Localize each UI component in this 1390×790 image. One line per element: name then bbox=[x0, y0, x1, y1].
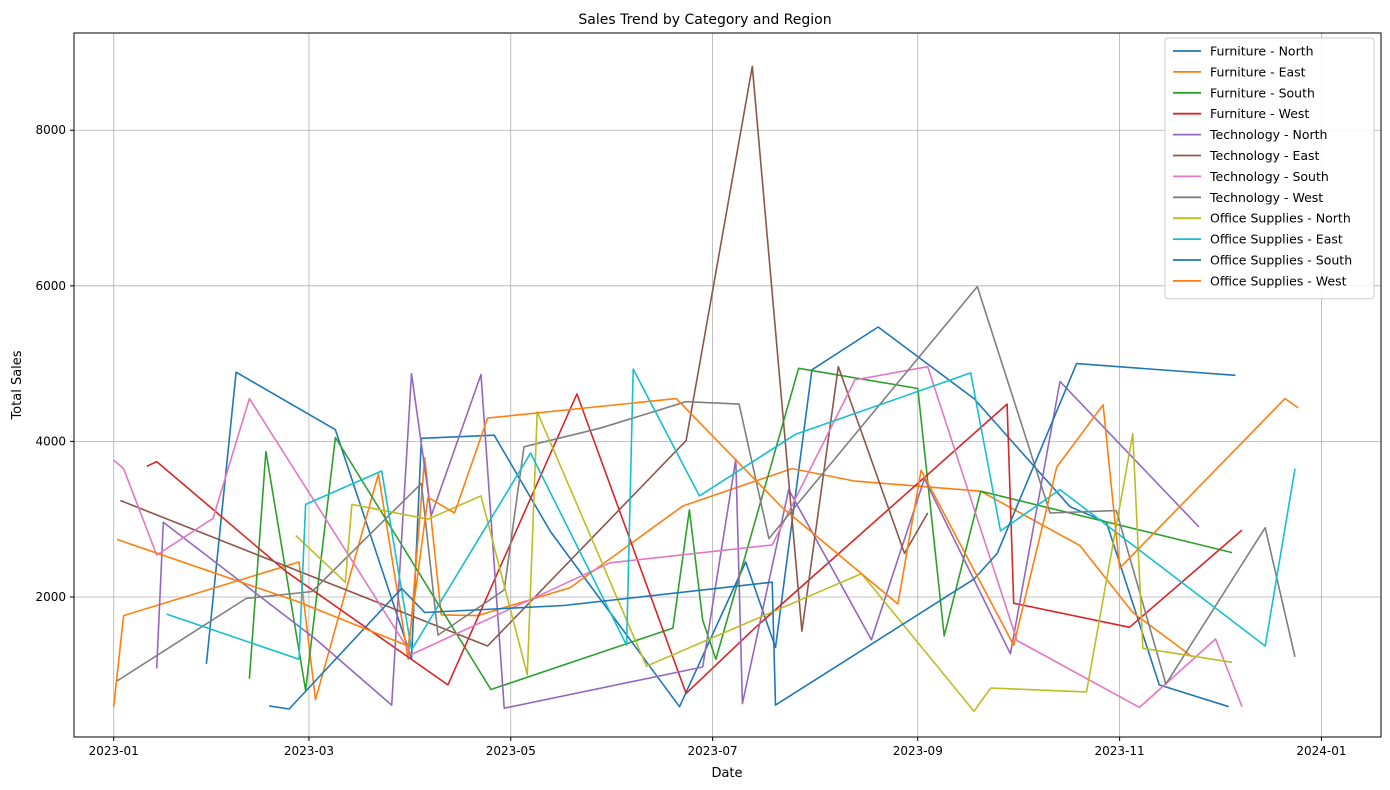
legend-label: Office Supplies - South bbox=[1210, 253, 1352, 268]
series-line-3 bbox=[146, 393, 1243, 695]
series-line-1 bbox=[112, 456, 1193, 707]
legend-label: Office Supplies - West bbox=[1210, 273, 1347, 288]
series-line-2 bbox=[248, 367, 1233, 692]
series-line-4 bbox=[155, 372, 1200, 710]
series-line-6 bbox=[113, 365, 1243, 709]
y-tick-label: 4000 bbox=[35, 434, 66, 448]
legend-label: Technology - North bbox=[1209, 127, 1327, 142]
x-axis-ticks: 2023-01 2023-03 2023-05 2023-07 2023-09 2023-… bbox=[89, 737, 1347, 758]
x-tick-label: 2023-07 bbox=[688, 744, 738, 758]
legend-label: Furniture - East bbox=[1210, 64, 1306, 79]
series-line-11 bbox=[116, 397, 1299, 647]
legend-box bbox=[1164, 37, 1375, 300]
x-tick-label: 2023-01 bbox=[89, 744, 139, 758]
legend-label: Office Supplies - North bbox=[1210, 211, 1351, 226]
legend-label: Furniture - South bbox=[1210, 85, 1315, 100]
x-tick-label: 2023-09 bbox=[893, 744, 943, 758]
x-axis-label: Date bbox=[711, 766, 742, 781]
y-axis-ticks: 2000 4000 6000 8000 bbox=[35, 123, 74, 604]
series-line-8 bbox=[295, 410, 1233, 713]
x-tick-label: 2023-03 bbox=[284, 744, 334, 758]
y-tick-label: 6000 bbox=[35, 279, 66, 293]
x-tick-label: 2023-11 bbox=[1095, 744, 1145, 758]
plot-frame bbox=[73, 32, 1382, 738]
x-tick-label: 2023-05 bbox=[486, 744, 536, 758]
legend-label: Furniture - North bbox=[1210, 44, 1314, 59]
grid-lines bbox=[74, 33, 1381, 737]
legend-label: Furniture - West bbox=[1210, 106, 1309, 121]
chart-title: Sales Trend by Category and Region bbox=[578, 12, 831, 28]
legend: Furniture - North Furniture - East Furnitu… bbox=[1164, 37, 1375, 300]
y-tick-label: 8000 bbox=[35, 123, 66, 137]
series-line-9 bbox=[166, 368, 1296, 661]
legend-label: Technology - West bbox=[1209, 190, 1323, 205]
y-axis-label: Total Sales bbox=[10, 350, 25, 420]
series-lines bbox=[112, 65, 1299, 713]
x-tick-label: 2024-01 bbox=[1296, 744, 1346, 758]
y-tick-label: 2000 bbox=[35, 590, 66, 604]
series-line-7 bbox=[116, 285, 1296, 685]
legend-label: Office Supplies - East bbox=[1210, 232, 1343, 247]
series-line-5 bbox=[120, 65, 929, 647]
legend-label: Technology - East bbox=[1209, 148, 1320, 163]
legend-label: Technology - South bbox=[1209, 169, 1329, 184]
series-line-0 bbox=[205, 326, 1230, 708]
